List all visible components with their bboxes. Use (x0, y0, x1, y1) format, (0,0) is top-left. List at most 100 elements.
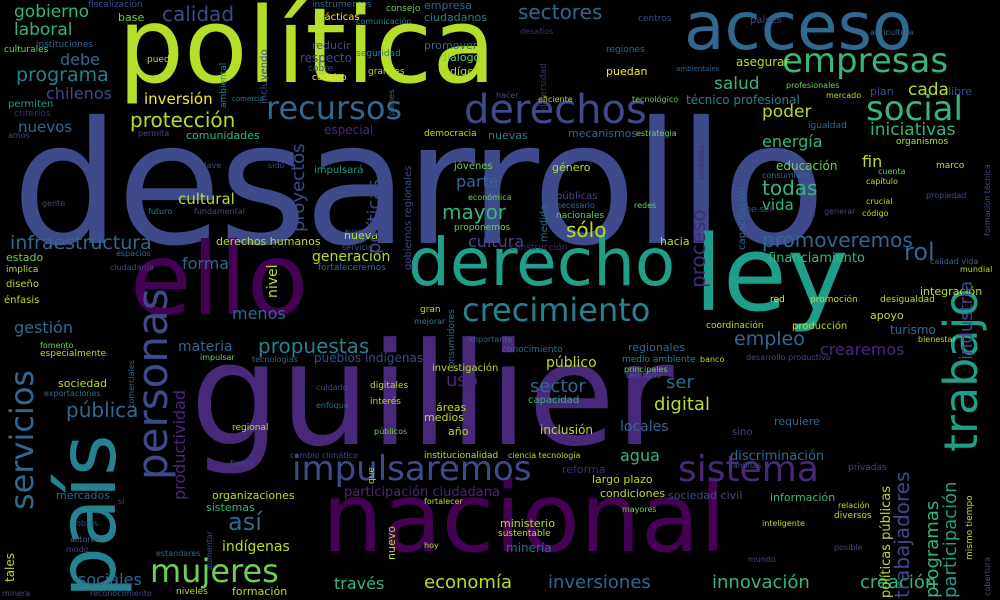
word: proponemos (454, 223, 511, 233)
word: industria (956, 280, 977, 360)
word: turismo (890, 323, 936, 337)
word: infraestructura (10, 232, 152, 254)
word: asegurar (736, 55, 790, 69)
word: puede (147, 55, 176, 65)
word: actores (70, 535, 100, 544)
word: públicos (374, 427, 408, 436)
word: pública (66, 398, 139, 422)
word: rol (904, 238, 935, 266)
word: familias (730, 461, 762, 470)
word: base (118, 11, 145, 24)
word: chilenos (46, 84, 112, 103)
word: mercado (826, 91, 862, 100)
word: reforma (562, 463, 606, 476)
word: desafíos (520, 27, 554, 36)
word: crucial (866, 197, 893, 206)
word: ley (694, 213, 849, 335)
word: diseño (6, 279, 39, 290)
word: territorio (626, 371, 662, 380)
word: tecnológico (632, 95, 679, 104)
word: fundamental (194, 207, 245, 216)
word: propuestas (258, 334, 370, 358)
word: cambio climático (290, 451, 359, 460)
word: apoyo (870, 309, 904, 322)
word: vida (762, 196, 794, 214)
word: digital (654, 394, 710, 415)
word: amos (8, 131, 30, 140)
word: consejo (386, 4, 421, 14)
word: técnico profesional (686, 93, 800, 107)
word: gobierno (14, 2, 90, 22)
word: mecanismos (568, 127, 638, 140)
word: educación (776, 159, 838, 173)
word: mayor (442, 200, 507, 224)
word: nuevos (18, 118, 73, 136)
word: codelco (312, 73, 347, 83)
word: estrategia (636, 129, 677, 138)
word: menos (232, 304, 286, 323)
word: gobiernos regionales (403, 165, 414, 270)
word: impulsará (314, 165, 364, 176)
word: ambiental (219, 62, 229, 108)
word: banco (700, 355, 725, 364)
word: importante (468, 335, 513, 344)
word: código (862, 209, 889, 218)
word: red (770, 295, 785, 305)
word: empleo (734, 328, 805, 350)
word: sociedad (58, 377, 108, 390)
word: ser (666, 372, 694, 393)
word: minería (506, 541, 552, 555)
word: institucionalidad (424, 451, 499, 461)
word: permita (138, 129, 170, 138)
word: reducir (312, 39, 351, 52)
word: públicas (556, 191, 598, 202)
word: social (866, 89, 963, 129)
word: formación técnica (983, 164, 992, 236)
word: derecho (408, 224, 676, 301)
word: profesionales (786, 81, 840, 90)
word: participación (940, 481, 961, 598)
word: regiones (606, 45, 645, 55)
word: énfasis (4, 295, 40, 306)
word: productividad (170, 389, 189, 500)
word: mujeres (150, 552, 279, 590)
word: todas (762, 176, 818, 200)
word: organizaciones (212, 489, 295, 502)
word: mundo (748, 555, 776, 564)
word: cobertura (983, 557, 992, 596)
word: desarrollo productivo (746, 353, 831, 362)
word: gestión (14, 318, 73, 337)
word: gran (420, 305, 441, 315)
word: promoción (810, 295, 858, 305)
word: construcción (510, 243, 568, 253)
word: personas (128, 288, 177, 480)
word: indígena (440, 65, 488, 78)
word: modo (66, 545, 89, 554)
word: impulsaremos (292, 449, 532, 489)
word: programa (16, 64, 109, 86)
word: investigación (432, 363, 499, 374)
word: necesario (556, 201, 595, 210)
word: ciudadanos (424, 11, 487, 24)
word: producción (792, 321, 848, 332)
word: coordinación (706, 321, 764, 331)
word: locales (620, 419, 669, 435)
word: mayores (622, 505, 657, 514)
word: culturales (4, 45, 49, 55)
word: criterios (14, 109, 51, 119)
word: políticas (364, 179, 385, 254)
word: sector (530, 376, 586, 397)
word: prácticas (314, 12, 360, 23)
word: relación (838, 501, 870, 510)
word: medios (424, 411, 464, 424)
word: proceso (686, 209, 710, 288)
word: cultura (468, 232, 525, 251)
word: digitales (370, 381, 409, 391)
word: redes (634, 201, 657, 210)
word: grandes (368, 67, 405, 77)
word: minera (2, 589, 31, 598)
word: áreas (436, 401, 467, 414)
word: nuevo (385, 526, 398, 560)
word: fortaleceremos (318, 263, 386, 273)
word: marco (936, 161, 965, 171)
